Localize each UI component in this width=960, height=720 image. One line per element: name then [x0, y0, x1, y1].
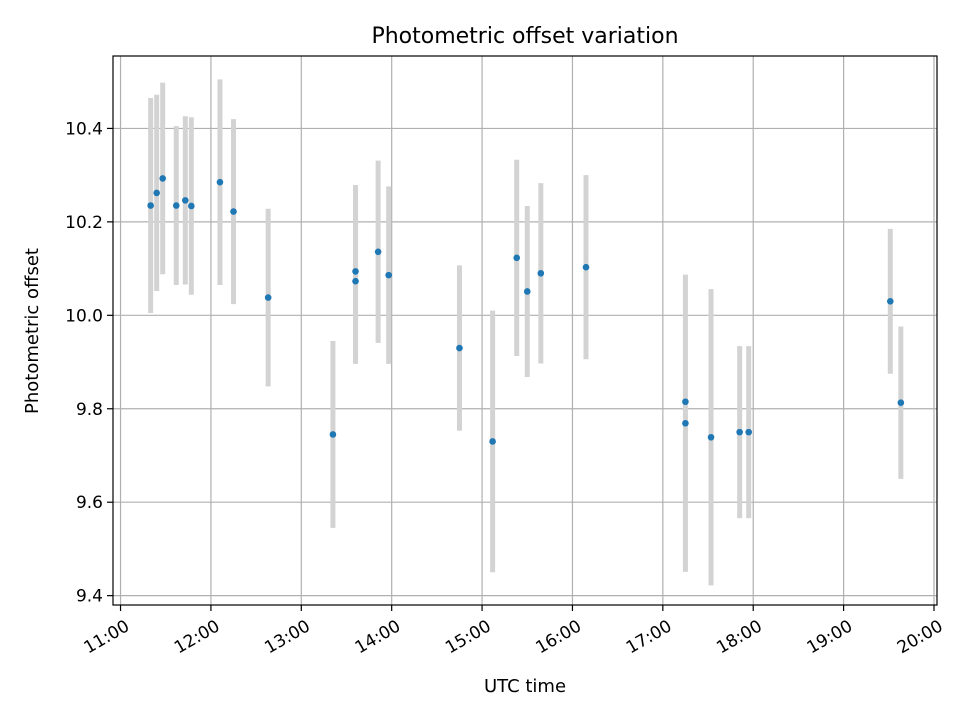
- data-point: [352, 277, 359, 285]
- data-point: [172, 202, 180, 209]
- data-point: [736, 428, 743, 436]
- data-point: [707, 433, 715, 441]
- plot-frame: [112, 55, 938, 606]
- data-point: [385, 271, 392, 279]
- y-tick-label: 9.4: [76, 587, 103, 607]
- data-point: [682, 398, 689, 406]
- data-point: [159, 175, 167, 182]
- point-layer: [147, 175, 905, 445]
- data-point: [582, 263, 590, 271]
- data-point: [352, 268, 359, 275]
- data-point: [513, 254, 521, 262]
- x-axis-label: UTC time: [484, 676, 566, 697]
- data-point: [153, 189, 160, 197]
- data-point: [682, 419, 689, 427]
- data-point: [329, 431, 337, 438]
- y-tick-label: 9.6: [76, 493, 103, 513]
- data-point: [374, 248, 382, 256]
- y-tick-label: 10.4: [65, 119, 103, 139]
- data-point: [523, 288, 531, 295]
- data-point: [216, 178, 224, 186]
- data-point: [489, 438, 496, 445]
- data-point: [230, 208, 237, 215]
- y-tick-label: 10.2: [65, 213, 103, 233]
- chart-title: Photometric offset variation: [371, 24, 678, 49]
- data-point: [745, 428, 753, 436]
- y-axis-label: Photometric offset: [22, 248, 43, 414]
- data-point: [897, 399, 905, 406]
- data-point: [537, 269, 545, 277]
- data-point: [188, 202, 195, 210]
- data-point: [887, 297, 894, 305]
- y-tick-label: 10.0: [65, 306, 103, 326]
- data-point: [264, 294, 272, 301]
- data-point: [456, 344, 463, 352]
- data-point: [182, 197, 189, 204]
- y-tick-label: 9.8: [76, 400, 103, 420]
- data-point: [147, 202, 154, 209]
